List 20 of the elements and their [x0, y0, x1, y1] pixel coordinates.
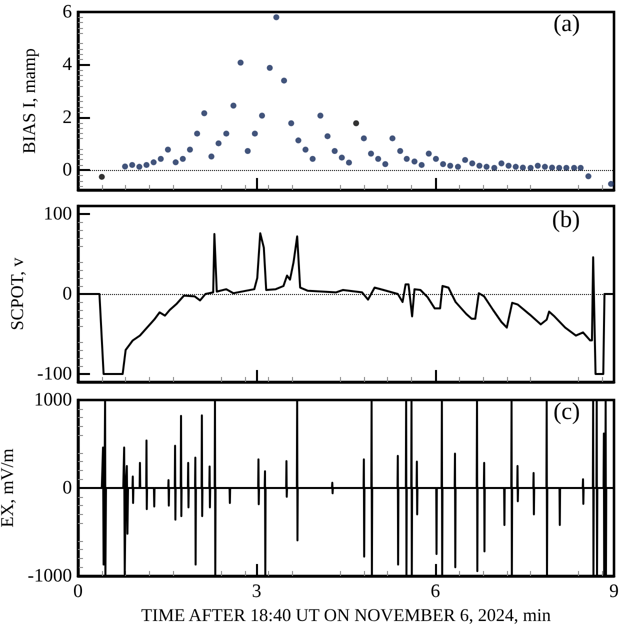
- annotation: (a): [553, 11, 580, 37]
- y-tick-label: -100: [37, 364, 72, 384]
- x-axis-title: TIME AFTER 18:40 UT ON NOVEMBER 6, 2024, min: [141, 604, 551, 625]
- x-tick-label: 3: [252, 581, 262, 602]
- y-axis-title: SCPOT, v: [7, 258, 27, 330]
- y-tick-label: 0: [62, 160, 72, 181]
- y-tick-label: 100: [44, 204, 72, 224]
- y-tick-label: 4: [62, 54, 72, 76]
- y-tick-label: 2: [62, 106, 72, 128]
- y-tick-label: 0: [62, 284, 72, 304]
- y-tick-label: 6: [62, 2, 72, 22]
- y-tick-label: 1000: [34, 390, 72, 410]
- annotation: (b): [552, 207, 580, 233]
- y-axis-title: EX, mV/m: [0, 448, 17, 528]
- y-tick-label: -1000: [28, 566, 72, 586]
- x-tick-label: 6: [430, 581, 440, 602]
- y-tick-label: 0: [62, 478, 72, 498]
- x-tick-label: 9: [609, 581, 619, 602]
- annotation: (c): [553, 399, 580, 425]
- y-axis-title: BIAS I, mamp: [19, 48, 39, 154]
